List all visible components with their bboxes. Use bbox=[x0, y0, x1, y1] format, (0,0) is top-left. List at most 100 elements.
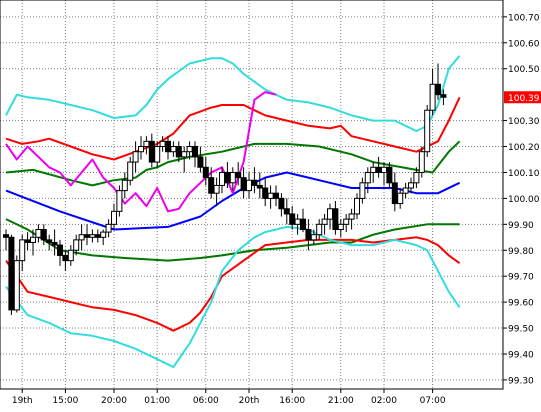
candle-up bbox=[213, 184, 220, 194]
x-tick-label: 01:00 bbox=[144, 396, 170, 406]
candle-down bbox=[440, 94, 447, 98]
y-tick-label: 99.80 bbox=[508, 247, 534, 257]
y-tick-label: 100.00 bbox=[508, 195, 540, 205]
candle-up bbox=[413, 171, 420, 184]
candle-down bbox=[46, 239, 53, 243]
candle-down bbox=[175, 146, 182, 158]
candle-up bbox=[229, 171, 236, 184]
y-tick-label: 100.20 bbox=[508, 143, 540, 153]
candle-down bbox=[273, 192, 279, 199]
candle-down bbox=[62, 254, 69, 262]
candle-up bbox=[337, 223, 344, 231]
y-tick-label: 99.40 bbox=[508, 350, 534, 360]
candle-up bbox=[364, 171, 371, 184]
candle-up bbox=[316, 223, 323, 236]
x-tick-label: 15:00 bbox=[52, 396, 78, 406]
candle-up bbox=[186, 146, 193, 153]
candle-down bbox=[84, 234, 90, 238]
candle-up bbox=[78, 234, 85, 241]
candle-up bbox=[100, 231, 107, 238]
candle-up bbox=[246, 179, 252, 192]
candle-up bbox=[359, 182, 366, 199]
series-line bbox=[5, 96, 461, 161]
candle-up bbox=[381, 166, 387, 173]
y-tick-label: 100.60 bbox=[508, 39, 540, 49]
price-marker-label: 100.39 bbox=[508, 94, 540, 104]
candle-up bbox=[219, 171, 225, 186]
y-tick-label: 99.70 bbox=[508, 273, 534, 283]
candle-down bbox=[40, 229, 47, 241]
price-marker bbox=[504, 91, 541, 104]
candle-down bbox=[375, 166, 382, 173]
candle-up bbox=[105, 223, 112, 233]
candle-down bbox=[386, 166, 393, 184]
candle-up bbox=[310, 234, 317, 241]
candle-down bbox=[197, 156, 204, 168]
x-tick-label: 20th bbox=[239, 396, 260, 406]
candle-up bbox=[170, 146, 177, 153]
candle-up bbox=[73, 239, 80, 251]
candle-down bbox=[256, 184, 263, 189]
series-line bbox=[5, 91, 277, 213]
candle-up bbox=[321, 218, 328, 225]
candle-up bbox=[424, 109, 431, 153]
candle-up bbox=[370, 166, 377, 173]
candle-up bbox=[267, 192, 274, 199]
x-tick-label: 16:00 bbox=[279, 396, 305, 406]
x-tick-label: 20:00 bbox=[101, 396, 127, 406]
candle-up bbox=[294, 218, 301, 225]
candle-up bbox=[30, 236, 36, 243]
axis-layer: 99.30 99.40 99.50 99.60 99.70 99.80 99.90 100.0… bbox=[12, 13, 540, 406]
plot-border bbox=[0, 0, 504, 390]
candle-down bbox=[51, 241, 58, 246]
y-tick-label: 100.70 bbox=[508, 13, 540, 23]
candle-up bbox=[19, 239, 26, 262]
y-tick-label: 99.30 bbox=[508, 376, 534, 386]
series-line bbox=[5, 225, 461, 368]
x-tick-label: 07:00 bbox=[420, 396, 446, 406]
candle-down bbox=[240, 177, 247, 192]
candle-up bbox=[35, 229, 42, 238]
candle-up bbox=[348, 213, 355, 220]
y-tick-label: 100.50 bbox=[508, 65, 540, 75]
y-tick-label: 99.90 bbox=[508, 221, 534, 231]
candle-down bbox=[283, 208, 290, 215]
candle-down bbox=[202, 166, 209, 179]
series-line bbox=[5, 218, 460, 262]
candle-down bbox=[57, 244, 63, 256]
series-line bbox=[5, 236, 461, 332]
candle-down bbox=[24, 239, 31, 243]
candle-up bbox=[429, 83, 436, 111]
candle-down bbox=[224, 171, 231, 184]
candle-down bbox=[165, 140, 171, 153]
candle-down bbox=[391, 182, 398, 205]
candle-down bbox=[300, 218, 306, 231]
candle-up bbox=[327, 208, 333, 220]
candle-down bbox=[305, 229, 312, 241]
candle-down bbox=[278, 197, 285, 210]
series-line bbox=[5, 140, 461, 187]
candle-down bbox=[3, 234, 9, 238]
marker-layer: 100.39 bbox=[504, 91, 541, 104]
candle-up bbox=[402, 187, 409, 194]
x-tick-label: 19th bbox=[12, 396, 33, 406]
candle-up bbox=[13, 260, 20, 311]
candle-up bbox=[181, 151, 188, 158]
candle-up bbox=[408, 182, 414, 189]
series-line bbox=[5, 171, 461, 231]
candle-up bbox=[343, 218, 350, 225]
candle-up bbox=[121, 179, 128, 192]
candle-down bbox=[235, 171, 242, 179]
candle-down bbox=[332, 208, 339, 231]
y-tick-label: 100.10 bbox=[508, 169, 540, 179]
candle-up bbox=[67, 249, 74, 262]
candle-up bbox=[116, 190, 123, 212]
candle-up bbox=[154, 146, 161, 163]
candle-up bbox=[397, 192, 404, 205]
candle-up bbox=[111, 210, 117, 225]
candle-up bbox=[143, 140, 150, 148]
candle-up bbox=[89, 234, 96, 238]
candle-up bbox=[418, 151, 425, 173]
candle-down bbox=[192, 146, 198, 158]
y-tick-label: 99.60 bbox=[508, 299, 534, 309]
